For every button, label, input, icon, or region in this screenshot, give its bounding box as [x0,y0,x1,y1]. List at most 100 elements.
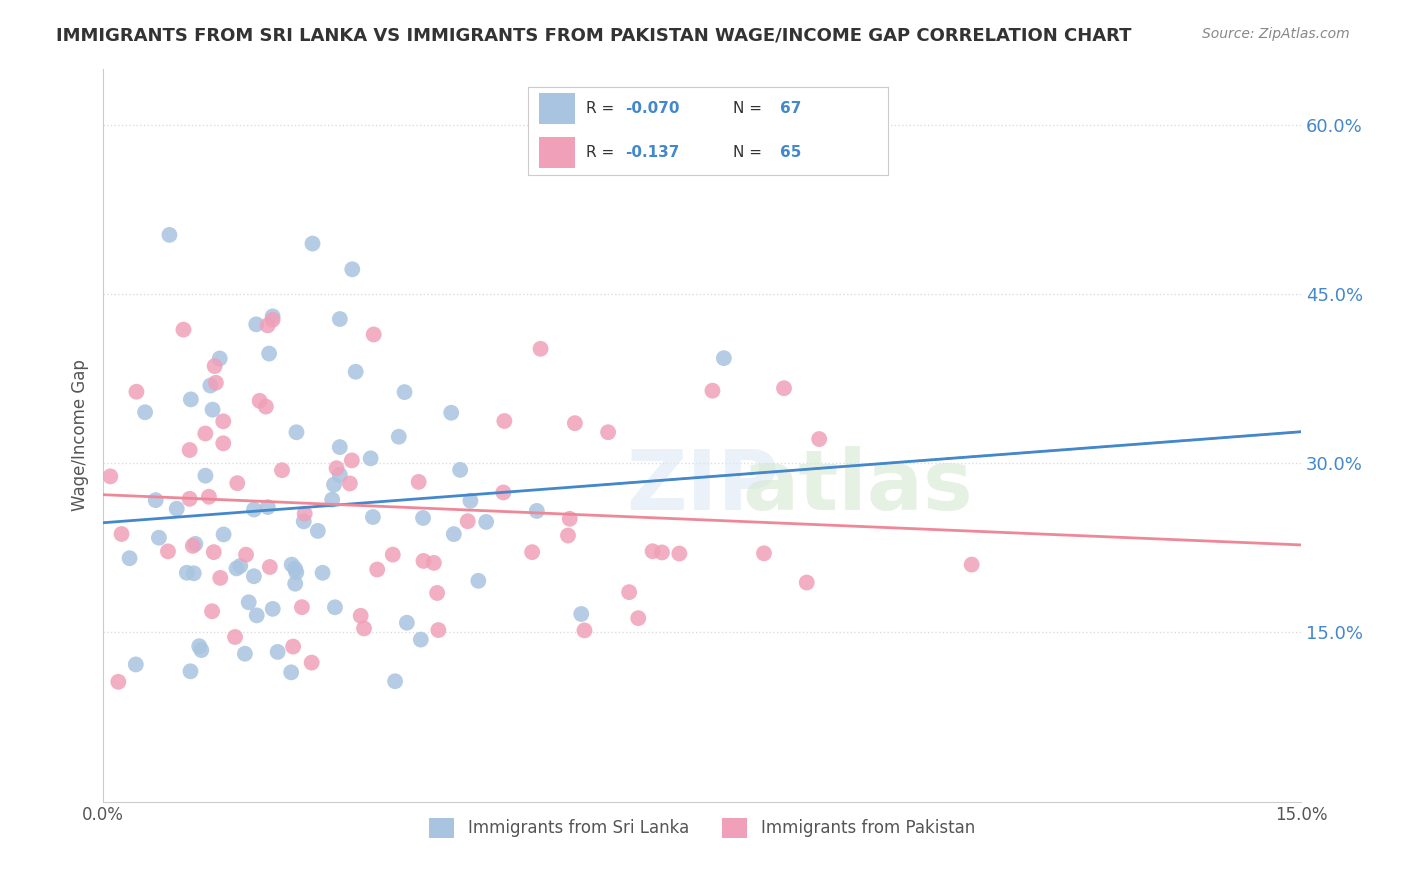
Point [457,514,479,528]
Point [118,551,141,566]
Point [148,531,170,545]
Point [245,318,267,332]
Point [243,502,266,516]
Point [229,558,252,573]
Point [323,477,346,491]
Point [194,426,217,441]
Point [342,262,364,277]
Point [176,566,198,580]
Point [808,432,831,446]
Point [145,493,167,508]
Point [353,621,375,635]
Point [125,384,148,399]
Point [107,674,129,689]
Point [285,425,308,440]
Point [408,475,430,489]
Point [292,515,315,529]
Point [564,416,586,430]
Point [311,566,333,580]
Point [202,545,225,559]
Point [460,493,482,508]
Point [280,558,302,572]
Point [520,545,543,559]
Point [184,537,207,551]
Point [266,645,288,659]
Point [246,608,269,623]
Point [179,491,201,506]
Point [201,402,224,417]
Point [166,501,188,516]
Point [494,414,516,428]
Point [254,400,277,414]
Point [98,469,121,483]
Point [256,318,278,333]
Point [529,342,551,356]
Point [796,575,818,590]
Point [194,468,217,483]
Point [323,600,346,615]
Point [321,492,343,507]
Point [156,544,179,558]
Point [226,476,249,491]
Point [179,443,201,458]
Point [350,608,373,623]
Point [651,545,673,559]
Point [208,351,231,366]
Point [110,527,132,541]
Point [340,453,363,467]
Point [668,547,690,561]
Point [180,392,202,407]
Point [426,586,449,600]
Point [394,385,416,400]
Point [449,463,471,477]
Legend: Immigrants from Sri Lanka, Immigrants from Pakistan: Immigrants from Sri Lanka, Immigrants fr… [423,811,981,845]
Point [125,657,148,672]
Point [423,556,446,570]
Point [526,504,548,518]
Point [212,527,235,541]
Point [243,569,266,583]
Point [467,574,489,588]
Point [363,327,385,342]
Point [627,611,650,625]
Point [281,640,304,654]
Point [257,346,280,360]
Point [209,571,232,585]
Point [366,562,388,576]
Point [412,511,434,525]
Point [384,674,406,689]
Point [294,507,316,521]
Point [329,312,352,326]
Point [596,425,619,440]
Point [713,351,735,366]
Text: IMMIGRANTS FROM SRI LANKA VS IMMIGRANTS FROM PAKISTAN WAGE/INCOME GAP CORRELATIO: IMMIGRANTS FROM SRI LANKA VS IMMIGRANTS … [56,27,1132,45]
Point [134,405,156,419]
Point [307,524,329,538]
Point [259,560,281,574]
Point [262,602,284,616]
Point [440,406,463,420]
Text: atlas: atlas [742,446,973,527]
Point [427,623,450,637]
Point [617,585,640,599]
Point [569,607,592,621]
Point [225,561,247,575]
Text: Source: ZipAtlas.com: Source: ZipAtlas.com [1202,27,1350,41]
Point [205,376,228,390]
Point [641,544,664,558]
Point [301,656,323,670]
Point [200,378,222,392]
Point [181,539,204,553]
Point [388,430,411,444]
Point [183,566,205,581]
Point [172,323,194,337]
Point [271,463,294,477]
Point [361,510,384,524]
Point [235,548,257,562]
Point [238,595,260,609]
Point [475,515,498,529]
Point [291,600,314,615]
Point [329,440,352,454]
Point [301,236,323,251]
Point [224,630,246,644]
